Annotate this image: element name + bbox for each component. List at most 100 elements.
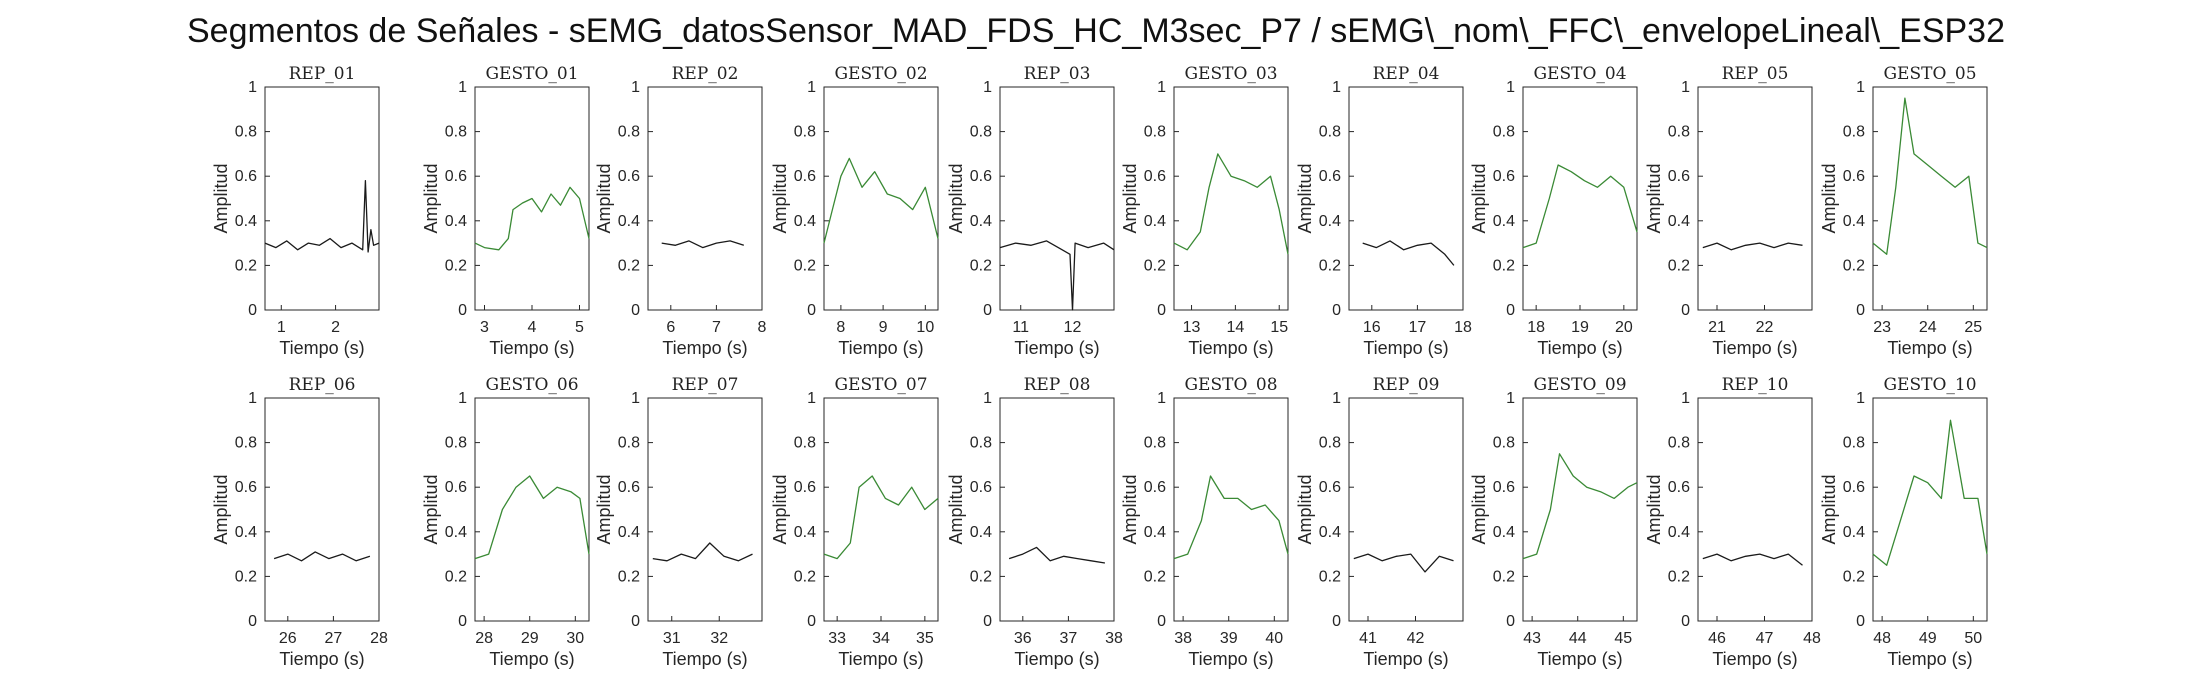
y-tick-label: 0.2 bbox=[1668, 568, 1690, 585]
y-tick-label: 0.2 bbox=[1319, 568, 1341, 585]
subplot-title: GESTO_08 bbox=[1184, 375, 1277, 395]
y-tick-label: 0 bbox=[1856, 302, 1865, 319]
subplot-rep-10: REP_10 0 0.2 0.4 0.6 0.8 1 46 47 48 Tiempo (s) Ampl… bbox=[1644, 375, 1821, 669]
y-tick-label: 0 bbox=[1681, 613, 1690, 630]
x-tick-label: 29 bbox=[521, 630, 539, 647]
subplot-title: GESTO_01 bbox=[485, 64, 578, 84]
subplot-rep-06: REP_06 0 0.2 0.4 0.6 0.8 1 26 27 28 Tiempo (s) Ampl… bbox=[211, 375, 388, 669]
y-tick-label: 0.8 bbox=[235, 124, 257, 141]
y-tick-label: 1 bbox=[458, 79, 467, 96]
signal-line bbox=[1872, 97, 1988, 255]
x-tick-label: 18 bbox=[1454, 319, 1472, 336]
y-tick-label: 0.6 bbox=[1843, 168, 1865, 185]
x-tick-label: 10 bbox=[916, 319, 934, 336]
y-tick-label: 0.6 bbox=[235, 479, 257, 496]
x-axis-label: Tiempo (s) bbox=[1188, 649, 1273, 669]
y-tick-label: 0 bbox=[807, 613, 816, 630]
plot-frame bbox=[1173, 86, 1289, 311]
y-tick-label: 0 bbox=[1681, 302, 1690, 319]
y-tick-label: 0.6 bbox=[1144, 479, 1166, 496]
y-tick-label: 0.2 bbox=[1668, 257, 1690, 274]
x-tick-label: 9 bbox=[879, 319, 888, 336]
y-tick-label: 0 bbox=[807, 302, 816, 319]
y-tick-label: 1 bbox=[631, 390, 640, 407]
y-tick-label: 0.2 bbox=[970, 568, 992, 585]
x-tick-label: 21 bbox=[1708, 319, 1726, 336]
x-axis-label: Tiempo (s) bbox=[489, 338, 574, 358]
y-tick-label: 0.8 bbox=[1668, 435, 1690, 452]
plot-frame bbox=[264, 397, 380, 622]
subplot-rep-09: REP_09 0 0.2 0.4 0.6 0.8 1 41 42 Tiempo (s) Amplit… bbox=[1295, 375, 1464, 669]
x-tick-label: 20 bbox=[1615, 319, 1633, 336]
x-axis-label: Tiempo (s) bbox=[1887, 649, 1972, 669]
plot-frame bbox=[647, 86, 763, 311]
y-tick-label: 0.2 bbox=[618, 568, 640, 585]
x-tick-label: 8 bbox=[836, 319, 845, 336]
y-tick-label: 1 bbox=[983, 390, 992, 407]
y-tick-label: 0.6 bbox=[794, 479, 816, 496]
y-tick-label: 0 bbox=[631, 613, 640, 630]
x-tick-label: 37 bbox=[1060, 630, 1078, 647]
subplot-title: GESTO_02 bbox=[834, 64, 927, 84]
subplot-rep-02: REP_02 0 0.2 0.4 0.6 0.8 1 6 7 8 Tiempo (s) Amplitu… bbox=[594, 64, 767, 358]
signal-line bbox=[1173, 475, 1289, 560]
y-axis-label: Amplitud bbox=[594, 163, 614, 233]
y-tick-label: 0 bbox=[1157, 302, 1166, 319]
plot-frame bbox=[999, 397, 1115, 622]
x-tick-label: 15 bbox=[1270, 319, 1288, 336]
y-tick-label: 0.8 bbox=[445, 435, 467, 452]
x-tick-label: 32 bbox=[710, 630, 728, 647]
subplot-gesto-03: GESTO_03 0 0.2 0.4 0.6 0.8 1 13 14 15 Tiempo (s) Am… bbox=[1120, 64, 1289, 358]
subplot-gesto-06: GESTO_06 0 0.2 0.4 0.6 0.8 1 28 29 30 Tiempo (s) Am… bbox=[421, 375, 590, 669]
y-tick-label: 0 bbox=[983, 613, 992, 630]
plot-frame bbox=[1697, 86, 1813, 311]
y-tick-label: 0.4 bbox=[1843, 213, 1865, 230]
y-tick-label: 0.6 bbox=[235, 168, 257, 185]
subplot-title: GESTO_06 bbox=[485, 375, 578, 395]
signal-line bbox=[661, 240, 744, 249]
x-tick-label: 41 bbox=[1359, 630, 1377, 647]
y-tick-label: 0.4 bbox=[618, 213, 640, 230]
x-axis-label: Tiempo (s) bbox=[1014, 338, 1099, 358]
y-tick-label: 0.2 bbox=[1144, 257, 1166, 274]
subplot-title: GESTO_09 bbox=[1533, 375, 1626, 395]
subplot-title: REP_04 bbox=[1373, 64, 1440, 84]
x-tick-label: 47 bbox=[1756, 630, 1774, 647]
x-tick-label: 5 bbox=[575, 319, 584, 336]
y-tick-label: 0.4 bbox=[1668, 213, 1690, 230]
x-tick-label: 17 bbox=[1409, 319, 1427, 336]
y-axis-label: Amplitud bbox=[1644, 163, 1664, 233]
plot-frame bbox=[474, 86, 590, 311]
y-axis-label: Amplitud bbox=[770, 163, 790, 233]
x-tick-label: 22 bbox=[1756, 319, 1774, 336]
y-tick-label: 0 bbox=[458, 302, 467, 319]
subplot-title: GESTO_04 bbox=[1533, 64, 1626, 84]
plot-frame bbox=[823, 86, 939, 311]
subplot-title: REP_05 bbox=[1722, 64, 1789, 84]
x-tick-label: 18 bbox=[1527, 319, 1545, 336]
subplot-gesto-05: GESTO_05 0 0.2 0.4 0.6 0.8 1 23 24 25 Tiempo (s) Am… bbox=[1819, 64, 1988, 358]
subplot-title: REP_10 bbox=[1722, 375, 1789, 395]
y-tick-label: 0.2 bbox=[445, 568, 467, 585]
plot-frame bbox=[1522, 86, 1638, 311]
y-tick-label: 0 bbox=[631, 302, 640, 319]
subplot-title: REP_02 bbox=[672, 64, 739, 84]
y-tick-label: 0.4 bbox=[794, 213, 816, 230]
x-tick-label: 13 bbox=[1183, 319, 1201, 336]
y-tick-label: 0.6 bbox=[1668, 168, 1690, 185]
y-tick-label: 1 bbox=[458, 390, 467, 407]
y-tick-label: 0.8 bbox=[1843, 435, 1865, 452]
plot-frame bbox=[1173, 397, 1289, 622]
y-tick-label: 0.8 bbox=[970, 124, 992, 141]
subplot-rep-04: REP_04 0 0.2 0.4 0.6 0.8 1 16 17 18 Tiempo (s) Ampl… bbox=[1295, 64, 1472, 358]
y-tick-label: 0.6 bbox=[445, 168, 467, 185]
signal-line bbox=[273, 551, 371, 562]
x-tick-label: 43 bbox=[1523, 630, 1541, 647]
y-tick-label: 0.8 bbox=[1319, 435, 1341, 452]
subplot-gesto-04: GESTO_04 0 0.2 0.4 0.6 0.8 1 18 19 20 Tiempo (s) Am… bbox=[1469, 64, 1638, 358]
x-tick-label: 7 bbox=[712, 319, 721, 336]
x-axis-label: Tiempo (s) bbox=[662, 649, 747, 669]
subplot-title: GESTO_07 bbox=[834, 375, 927, 395]
subplot-title: REP_07 bbox=[672, 375, 739, 395]
